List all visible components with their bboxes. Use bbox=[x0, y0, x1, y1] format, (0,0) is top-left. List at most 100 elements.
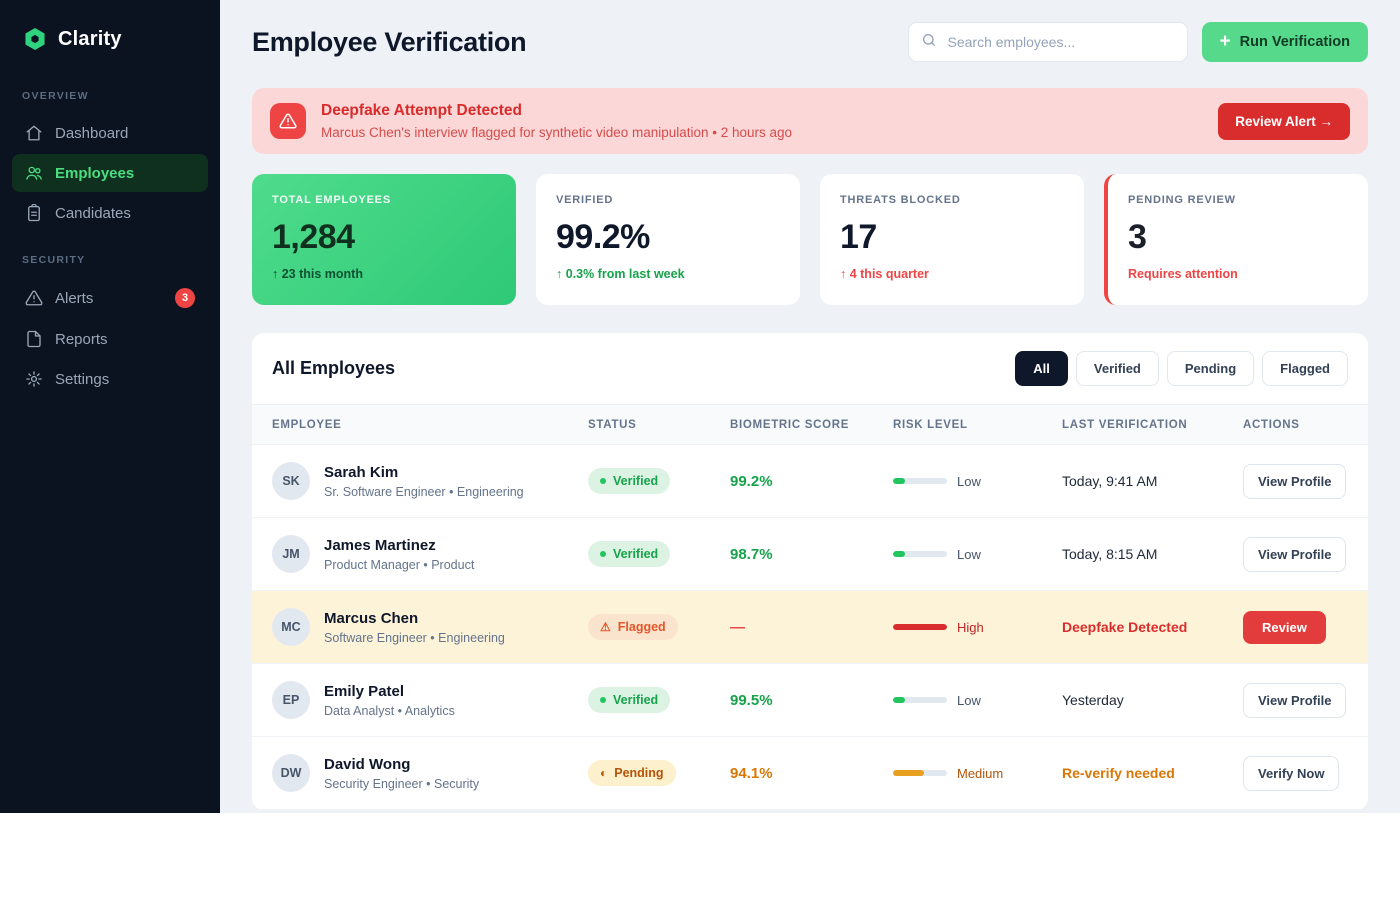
clarity-logo-icon bbox=[22, 26, 48, 52]
warning-icon: ⚠ bbox=[600, 621, 611, 633]
status-badge-flagged: ⚠Flagged bbox=[588, 614, 678, 640]
stat-cards: TOTAL EMPLOYEES 1,284 ↑ 23 this month VE… bbox=[252, 174, 1368, 305]
sidebar-item-alerts[interactable]: Alerts 3 bbox=[12, 278, 208, 318]
last-verification: Deepfake Detected bbox=[1062, 619, 1243, 635]
risk-level-label: Low bbox=[957, 474, 981, 489]
view-profile-button[interactable]: View Profile bbox=[1243, 683, 1346, 718]
search-box[interactable] bbox=[908, 22, 1188, 62]
avatar: SK bbox=[272, 462, 310, 500]
stat-value: 17 bbox=[840, 218, 1064, 257]
sidebar-item-dashboard[interactable]: Dashboard bbox=[12, 114, 208, 152]
table-column-headers: EMPLOYEE STATUS BIOMETRIC SCORE RISK LEV… bbox=[252, 404, 1368, 445]
risk-cell: Medium bbox=[893, 766, 1062, 781]
col-employee: EMPLOYEE bbox=[272, 419, 588, 431]
employee-name: Emily Patel bbox=[324, 683, 455, 700]
status-badge-verified: Verified bbox=[588, 541, 670, 567]
stat-sub: ↑ 0.3% from last week bbox=[556, 267, 780, 281]
sidebar-item-reports[interactable]: Reports bbox=[12, 320, 208, 358]
sidebar: Clarity OVERVIEW Dashboard Employees Can… bbox=[0, 0, 220, 813]
brand-logo: Clarity bbox=[0, 0, 220, 70]
employee-cell: EP Emily Patel Data Analyst • Analytics bbox=[272, 681, 588, 719]
review-alert-button[interactable]: Review Alert → bbox=[1218, 103, 1350, 140]
status-label: Pending bbox=[614, 766, 663, 780]
risk-cell: Low bbox=[893, 547, 1062, 562]
employee-cell: MC Marcus Chen Software Engineer • Engin… bbox=[272, 608, 588, 646]
status-label: Verified bbox=[613, 547, 658, 561]
table-row-james-martinez: JM James Martinez Product Manager • Prod… bbox=[252, 518, 1368, 591]
view-profile-button[interactable]: View Profile bbox=[1243, 464, 1346, 499]
last-verification: Today, 9:41 AM bbox=[1062, 473, 1243, 489]
stat-sub: ↑ 23 this month bbox=[272, 267, 496, 281]
verified-dot-icon bbox=[600, 478, 606, 484]
search-icon bbox=[921, 32, 937, 53]
alerts-count-badge: 3 bbox=[175, 288, 195, 308]
sidebar-item-label: Settings bbox=[55, 371, 109, 388]
sidebar-item-settings[interactable]: Settings bbox=[12, 360, 208, 398]
sidebar-item-label: Employees bbox=[55, 165, 134, 182]
review-button[interactable]: Review bbox=[1243, 611, 1326, 644]
biometric-score: 99.5% bbox=[730, 692, 893, 709]
employee-role: Security Engineer • Security bbox=[324, 777, 479, 791]
sidebar-item-label: Dashboard bbox=[55, 125, 128, 142]
employee-role: Software Engineer • Engineering bbox=[324, 631, 505, 645]
stat-card-pending-review: PENDING REVIEW 3 Requires attention bbox=[1104, 174, 1368, 305]
brand-name: Clarity bbox=[58, 28, 122, 51]
employee-name: Marcus Chen bbox=[324, 610, 505, 627]
filter-verified[interactable]: Verified bbox=[1076, 351, 1159, 386]
search-input[interactable] bbox=[946, 33, 1175, 51]
col-last-verification: LAST VERIFICATION bbox=[1062, 419, 1243, 431]
section-label-overview: OVERVIEW bbox=[0, 70, 220, 112]
risk-level-label: Low bbox=[957, 693, 981, 708]
last-verification: Today, 8:15 AM bbox=[1062, 546, 1243, 562]
home-icon bbox=[25, 124, 43, 142]
stat-card-verified: VERIFIED 99.2% ↑ 0.3% from last week bbox=[536, 174, 800, 305]
avatar: EP bbox=[272, 681, 310, 719]
employee-role: Sr. Software Engineer • Engineering bbox=[324, 485, 524, 499]
sidebar-item-candidates[interactable]: Candidates bbox=[12, 194, 208, 232]
sidebar-item-label: Reports bbox=[55, 331, 108, 348]
status-badge-pending: ◐Pending bbox=[588, 760, 676, 786]
sidebar-item-label: Candidates bbox=[55, 205, 131, 222]
employee-cell: JM James Martinez Product Manager • Prod… bbox=[272, 535, 588, 573]
status-badge-verified: Verified bbox=[588, 687, 670, 713]
stat-card-total-employees: TOTAL EMPLOYEES 1,284 ↑ 23 this month bbox=[252, 174, 516, 305]
sidebar-item-employees[interactable]: Employees bbox=[12, 154, 208, 192]
alert-message: Marcus Chen's interview flagged for synt… bbox=[321, 125, 792, 140]
table-row-sarah-kim: SK Sarah Kim Sr. Software Engineer • Eng… bbox=[252, 445, 1368, 518]
view-profile-button[interactable]: View Profile bbox=[1243, 537, 1346, 572]
employee-name: James Martinez bbox=[324, 537, 474, 554]
biometric-score: 98.7% bbox=[730, 546, 893, 563]
risk-level-label: Medium bbox=[957, 766, 1003, 781]
stat-sub: Requires attention bbox=[1128, 267, 1348, 281]
filter-flagged[interactable]: Flagged bbox=[1262, 351, 1348, 386]
deepfake-alert-banner: Deepfake Attempt Detected Marcus Chen's … bbox=[252, 88, 1368, 154]
risk-cell: Low bbox=[893, 693, 1062, 708]
overview-nav: Dashboard Employees Candidates bbox=[0, 112, 220, 234]
stat-sub: ↑ 4 this quarter bbox=[840, 267, 1064, 281]
page-title: Employee Verification bbox=[252, 27, 526, 58]
verified-dot-icon bbox=[600, 697, 606, 703]
stat-label: THREATS BLOCKED bbox=[840, 194, 1064, 206]
table-header: All Employees All Verified Pending Flagg… bbox=[252, 333, 1368, 404]
stat-value: 3 bbox=[1128, 218, 1348, 257]
last-verification: Yesterday bbox=[1062, 692, 1243, 708]
risk-level-label: Low bbox=[957, 547, 981, 562]
filter-all[interactable]: All bbox=[1015, 351, 1068, 386]
verify-now-button[interactable]: Verify Now bbox=[1243, 756, 1339, 791]
risk-bar bbox=[893, 624, 947, 630]
alert-banner-icon bbox=[270, 103, 306, 139]
table-row-david-wong: DW David Wong Security Engineer • Securi… bbox=[252, 737, 1368, 810]
stat-value: 1,284 bbox=[272, 218, 496, 257]
risk-bar bbox=[893, 478, 947, 484]
avatar: JM bbox=[272, 535, 310, 573]
avatar: DW bbox=[272, 754, 310, 792]
employees-table-card: All Employees All Verified Pending Flagg… bbox=[252, 333, 1368, 810]
employee-name: David Wong bbox=[324, 756, 479, 773]
stat-label: VERIFIED bbox=[556, 194, 780, 206]
run-verification-button[interactable]: + Run Verification bbox=[1202, 22, 1369, 62]
filter-pending[interactable]: Pending bbox=[1167, 351, 1254, 386]
employee-name: Sarah Kim bbox=[324, 464, 524, 481]
col-risk-level: RISK LEVEL bbox=[893, 419, 1062, 431]
last-verification: Re-verify needed bbox=[1062, 765, 1243, 781]
run-button-label: Run Verification bbox=[1240, 34, 1350, 50]
